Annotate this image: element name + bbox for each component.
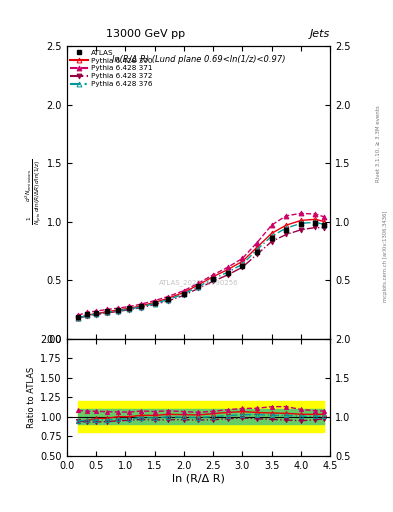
Y-axis label: Ratio to ATLAS: Ratio to ATLAS <box>27 367 36 428</box>
X-axis label: ln (R/Δ R): ln (R/Δ R) <box>172 473 225 483</box>
Text: Jets: Jets <box>310 29 330 39</box>
Y-axis label: $\frac{1}{N_{jets}}\frac{d^2 N_{emissions}}{d\ln(R/\Delta R)\,d\ln(1/z)}$: $\frac{1}{N_{jets}}\frac{d^2 N_{emission… <box>23 159 44 225</box>
Text: ln(R/Δ R) (Lund plane 0.69<ln(1/z)<0.97): ln(R/Δ R) (Lund plane 0.69<ln(1/z)<0.97) <box>112 55 285 64</box>
Text: 13000 GeV pp: 13000 GeV pp <box>106 29 185 39</box>
Text: ATLAS_2020_I1790256: ATLAS_2020_I1790256 <box>159 279 238 286</box>
Text: mcplots.cern.ch [arXiv:1306.3436]: mcplots.cern.ch [arXiv:1306.3436] <box>383 210 388 302</box>
Text: Rivet 3.1.10, ≥ 3.3M events: Rivet 3.1.10, ≥ 3.3M events <box>375 105 380 182</box>
Legend: ATLAS, Pythia 6.428 370, Pythia 6.428 371, Pythia 6.428 372, Pythia 6.428 376: ATLAS, Pythia 6.428 370, Pythia 6.428 37… <box>69 48 154 89</box>
